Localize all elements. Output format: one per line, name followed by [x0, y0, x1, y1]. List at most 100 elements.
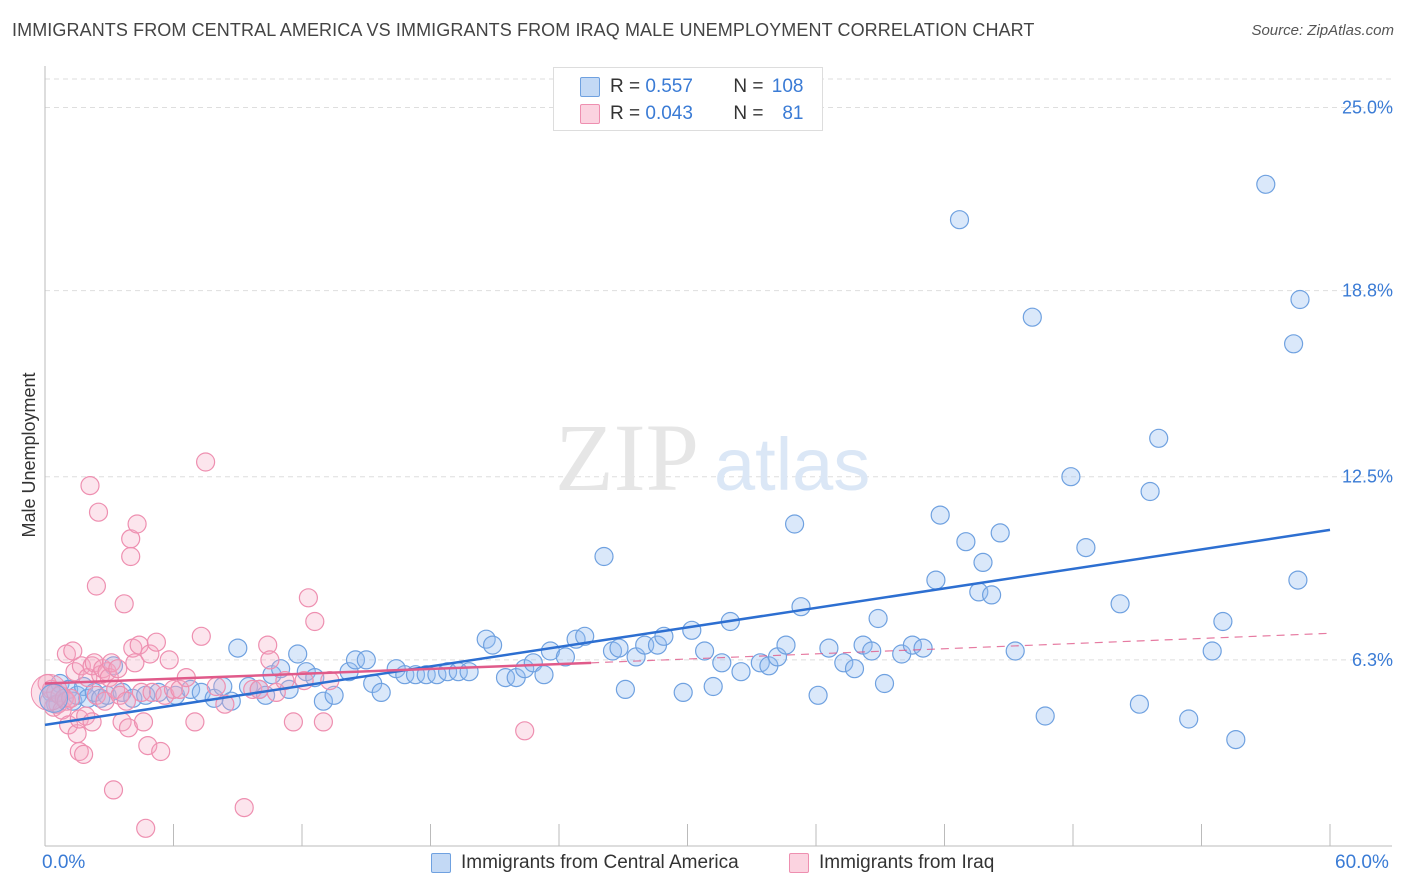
point-iraq — [61, 688, 81, 708]
legend-item-iraq[interactable]: Immigrants from Iraq — [789, 852, 994, 874]
point-central-america — [228, 638, 248, 658]
point-iraq — [114, 594, 134, 614]
point-iraq — [185, 712, 205, 732]
chart-legend: Immigrants from Central America Immigran… — [0, 852, 1406, 878]
point-iraq — [249, 679, 269, 700]
stats-row-central-america: R = 0.557 N = 108 — [580, 73, 804, 101]
point-central-america — [834, 653, 854, 673]
watermark-atlas: atlas — [714, 423, 870, 506]
point-central-america — [594, 546, 614, 567]
point-iraq — [86, 576, 107, 596]
point-iraq — [313, 712, 333, 732]
point-central-america — [181, 679, 201, 700]
point-central-america — [371, 682, 391, 703]
point-central-america — [1022, 307, 1042, 327]
point-central-america — [874, 673, 895, 694]
point-central-america — [808, 685, 828, 705]
point-central-america — [973, 552, 993, 573]
point-iraq — [305, 611, 325, 632]
x-axis-max-label: 60.0% — [1335, 852, 1389, 873]
point-central-america-cluster — [39, 683, 69, 713]
zipatlas-watermark: ZIP atlas — [555, 404, 870, 511]
stats-swatch-iraq — [580, 104, 600, 124]
point-central-america — [523, 653, 543, 673]
point-iraq — [260, 650, 280, 670]
point-iraq — [103, 780, 124, 800]
point-central-america — [324, 685, 344, 705]
point-central-america — [926, 570, 946, 590]
point-central-america — [731, 662, 751, 682]
point-central-america — [862, 641, 882, 661]
point-central-america — [1005, 641, 1025, 661]
point-iraq — [88, 502, 109, 522]
point-central-america — [776, 635, 796, 655]
y-tick-label: 25.0% — [1342, 97, 1393, 117]
point-central-america — [555, 647, 576, 667]
point-central-america — [1129, 694, 1150, 714]
point-central-america — [534, 665, 554, 685]
legend-swatch-central-america — [431, 853, 451, 873]
y-tick-labels: 6.3% 12.5% 18.8% 25.0% — [1342, 97, 1393, 669]
point-iraq — [121, 546, 141, 567]
point-central-america — [1283, 334, 1304, 354]
x-axis-min-label: 0.0% — [42, 852, 86, 873]
correlation-stats-box: R = 0.557 N = 108 R = 0.043 N = 81 — [553, 67, 823, 131]
point-iraq — [125, 653, 145, 673]
point-iraq — [298, 588, 318, 608]
r-label: R = — [610, 103, 641, 124]
point-iraq — [80, 476, 100, 496]
point-central-america — [930, 505, 950, 525]
point-central-america — [615, 679, 636, 700]
point-central-america — [868, 608, 888, 629]
point-iraq — [163, 679, 184, 700]
point-central-america — [1061, 467, 1081, 487]
point-central-america — [981, 585, 1002, 605]
legend-label-central-america: Immigrants from Central America — [461, 852, 739, 873]
point-central-america — [913, 638, 933, 658]
point-central-america — [459, 662, 479, 682]
chart-title: IMMIGRANTS FROM CENTRAL AMERICA VS IMMIG… — [12, 20, 1035, 40]
point-central-america — [784, 514, 805, 534]
point-central-america — [1076, 537, 1096, 558]
point-central-america — [791, 597, 811, 617]
point-central-america — [1149, 428, 1169, 448]
point-iraq — [191, 626, 211, 646]
point-central-america — [990, 523, 1010, 543]
point-central-america — [949, 210, 970, 230]
point-iraq — [234, 797, 254, 818]
point-iraq — [63, 641, 83, 661]
y-tick-label: 18.8% — [1342, 281, 1393, 301]
point-central-america — [1035, 706, 1055, 726]
legend-item-central-america[interactable]: Immigrants from Central America — [431, 852, 739, 874]
point-iraq — [131, 682, 151, 703]
point-iraq — [127, 514, 147, 534]
grid-lines — [45, 78, 1392, 661]
point-central-america — [1179, 709, 1199, 729]
source-credit: Source: ZipAtlas.com — [1251, 22, 1394, 39]
point-central-america — [844, 659, 865, 679]
point-central-america — [673, 682, 693, 703]
point-central-america — [712, 653, 732, 673]
legend-label-iraq: Immigrants from Iraq — [819, 852, 995, 873]
point-central-america — [682, 620, 702, 640]
data-points — [30, 174, 1310, 838]
point-iraq — [151, 741, 171, 762]
point-iraq — [515, 721, 535, 741]
axes — [44, 66, 1392, 847]
point-iraq — [73, 744, 94, 765]
point-central-america — [1256, 174, 1276, 194]
point-central-america — [1202, 641, 1222, 661]
point-iraq — [136, 818, 156, 838]
point-iraq — [215, 694, 235, 714]
n-value: 81 — [782, 103, 804, 124]
n-label: N = — [733, 103, 764, 124]
point-central-america — [1110, 594, 1130, 614]
point-iraq — [196, 452, 216, 472]
point-central-america — [609, 638, 629, 658]
point-central-america — [694, 641, 715, 661]
y-tick-label: 12.5% — [1342, 467, 1393, 487]
point-central-america — [345, 650, 366, 670]
n-value: 108 — [771, 76, 804, 97]
y-tick-label: 6.3% — [1352, 650, 1393, 670]
